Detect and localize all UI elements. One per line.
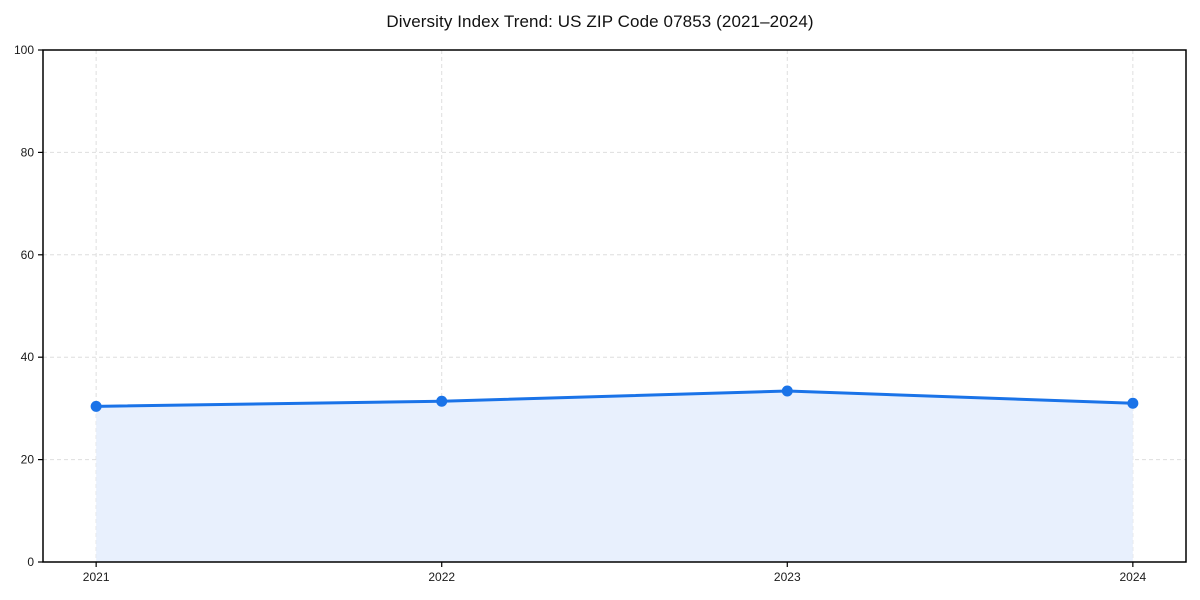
data-point-marker [90, 400, 102, 412]
area-fill [96, 390, 1133, 562]
plot-border [42, 49, 1187, 563]
x-tick-label: 2024 [1119, 570, 1146, 584]
y-tick-label: 40 [21, 350, 35, 364]
x-tick-label: 2022 [428, 570, 455, 584]
y-tick-label: 100 [14, 43, 34, 57]
x-tick-label: 2021 [83, 570, 110, 584]
chart-title: Diversity Index Trend: US ZIP Code 07853… [386, 12, 814, 31]
y-tick-label: 60 [21, 248, 35, 262]
x-tick-label: 2023 [774, 570, 801, 584]
data-point-marker [1127, 397, 1139, 409]
y-tick-label: 0 [27, 555, 34, 569]
trend-line [94, 389, 1135, 408]
y-tick-label: 20 [21, 453, 35, 467]
data-point-marker [436, 395, 448, 407]
y-tick-label: 80 [21, 145, 35, 159]
data-point-marker [781, 385, 793, 397]
